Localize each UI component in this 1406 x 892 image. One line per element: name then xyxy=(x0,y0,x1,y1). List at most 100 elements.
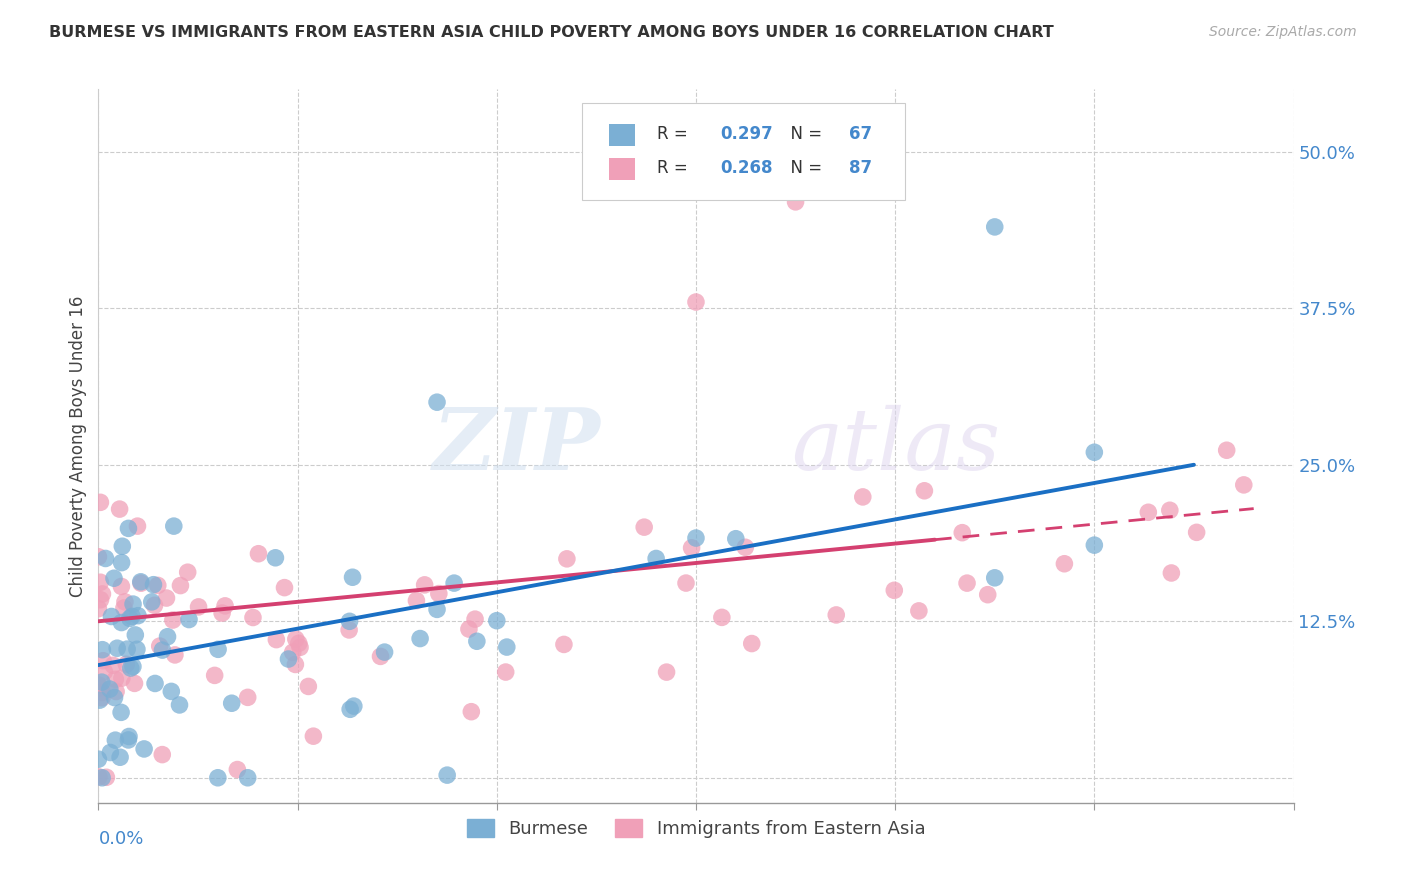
Point xyxy=(118,730,141,744)
Legend: Burmese, Immigrants from Eastern Asia: Burmese, Immigrants from Eastern Asia xyxy=(460,812,932,845)
Point xyxy=(436,768,458,782)
Point xyxy=(1159,503,1181,517)
Point xyxy=(1185,525,1208,540)
Text: BURMESE VS IMMIGRANTS FROM EASTERN ASIA CHILD POVERTY AMONG BOYS UNDER 16 CORREL: BURMESE VS IMMIGRANTS FROM EASTERN ASIA … xyxy=(49,25,1054,40)
Point xyxy=(117,733,139,747)
Point xyxy=(685,295,707,310)
Point xyxy=(162,613,184,627)
Point xyxy=(89,693,111,707)
Point xyxy=(91,587,114,601)
Point xyxy=(495,665,517,679)
Point xyxy=(108,502,131,516)
Text: 67: 67 xyxy=(849,125,872,143)
Point xyxy=(655,665,678,679)
Point xyxy=(908,604,931,618)
Point xyxy=(485,614,508,628)
Point xyxy=(1215,443,1237,458)
Point xyxy=(101,658,124,673)
Point xyxy=(710,610,733,624)
Point xyxy=(110,556,132,570)
Point xyxy=(741,636,763,650)
Point xyxy=(98,682,121,697)
Point xyxy=(984,571,1007,585)
Point xyxy=(1233,478,1256,492)
Point xyxy=(118,611,141,625)
Point xyxy=(912,483,935,498)
Point xyxy=(96,770,118,784)
Point xyxy=(337,623,360,637)
Point xyxy=(724,532,747,546)
Point xyxy=(114,595,136,609)
Point xyxy=(984,219,1007,234)
FancyBboxPatch shape xyxy=(582,103,905,200)
Point xyxy=(91,690,114,705)
Point xyxy=(374,645,396,659)
Point xyxy=(91,685,114,699)
Bar xyxy=(609,124,636,146)
Point xyxy=(458,622,481,636)
Point xyxy=(281,645,304,659)
Point xyxy=(121,609,143,624)
Y-axis label: Child Poverty Among Boys Under 16: Child Poverty Among Boys Under 16 xyxy=(69,295,87,597)
Point xyxy=(91,771,114,785)
Point xyxy=(204,668,226,682)
Point xyxy=(104,673,127,687)
Point xyxy=(149,639,172,653)
Point xyxy=(343,699,366,714)
Point xyxy=(495,640,517,654)
Point xyxy=(134,742,156,756)
Point xyxy=(339,702,361,716)
Point xyxy=(302,729,325,743)
Point xyxy=(103,571,125,585)
Point xyxy=(426,602,449,616)
Text: 0.297: 0.297 xyxy=(720,125,773,143)
Point xyxy=(734,541,756,555)
Point xyxy=(143,676,166,690)
Point xyxy=(89,495,111,509)
Point xyxy=(284,657,307,672)
Point xyxy=(465,634,488,648)
Point xyxy=(91,654,114,668)
Point xyxy=(266,632,288,647)
Point xyxy=(89,681,111,695)
Point xyxy=(977,588,1000,602)
Text: 87: 87 xyxy=(849,159,872,177)
Point xyxy=(163,648,186,662)
Text: 0.0%: 0.0% xyxy=(98,830,143,848)
Point xyxy=(187,599,209,614)
Point xyxy=(443,576,465,591)
Point xyxy=(264,550,287,565)
Point xyxy=(122,659,145,673)
Point xyxy=(152,643,174,657)
Text: R =: R = xyxy=(657,125,693,143)
Point xyxy=(427,586,450,600)
Point xyxy=(87,601,110,615)
Point xyxy=(87,678,110,692)
Point xyxy=(675,576,697,591)
Point xyxy=(633,520,655,534)
Point xyxy=(89,575,111,590)
Point xyxy=(273,581,295,595)
Point xyxy=(852,490,875,504)
Point xyxy=(284,632,307,646)
Point xyxy=(115,657,138,672)
Point xyxy=(169,698,191,712)
Point xyxy=(125,642,148,657)
Point xyxy=(155,591,177,605)
Point xyxy=(127,608,149,623)
Point xyxy=(221,696,243,710)
Text: atlas: atlas xyxy=(792,405,1001,487)
Point xyxy=(1137,505,1160,519)
Point xyxy=(207,642,229,657)
Point xyxy=(110,615,132,630)
Point xyxy=(555,552,578,566)
Point xyxy=(120,661,142,675)
Point xyxy=(426,395,449,409)
Point xyxy=(883,583,905,598)
Point xyxy=(176,565,198,579)
Point xyxy=(236,771,259,785)
Point xyxy=(129,576,152,591)
Point xyxy=(115,642,138,657)
Point xyxy=(150,747,173,762)
Point xyxy=(1083,538,1105,552)
